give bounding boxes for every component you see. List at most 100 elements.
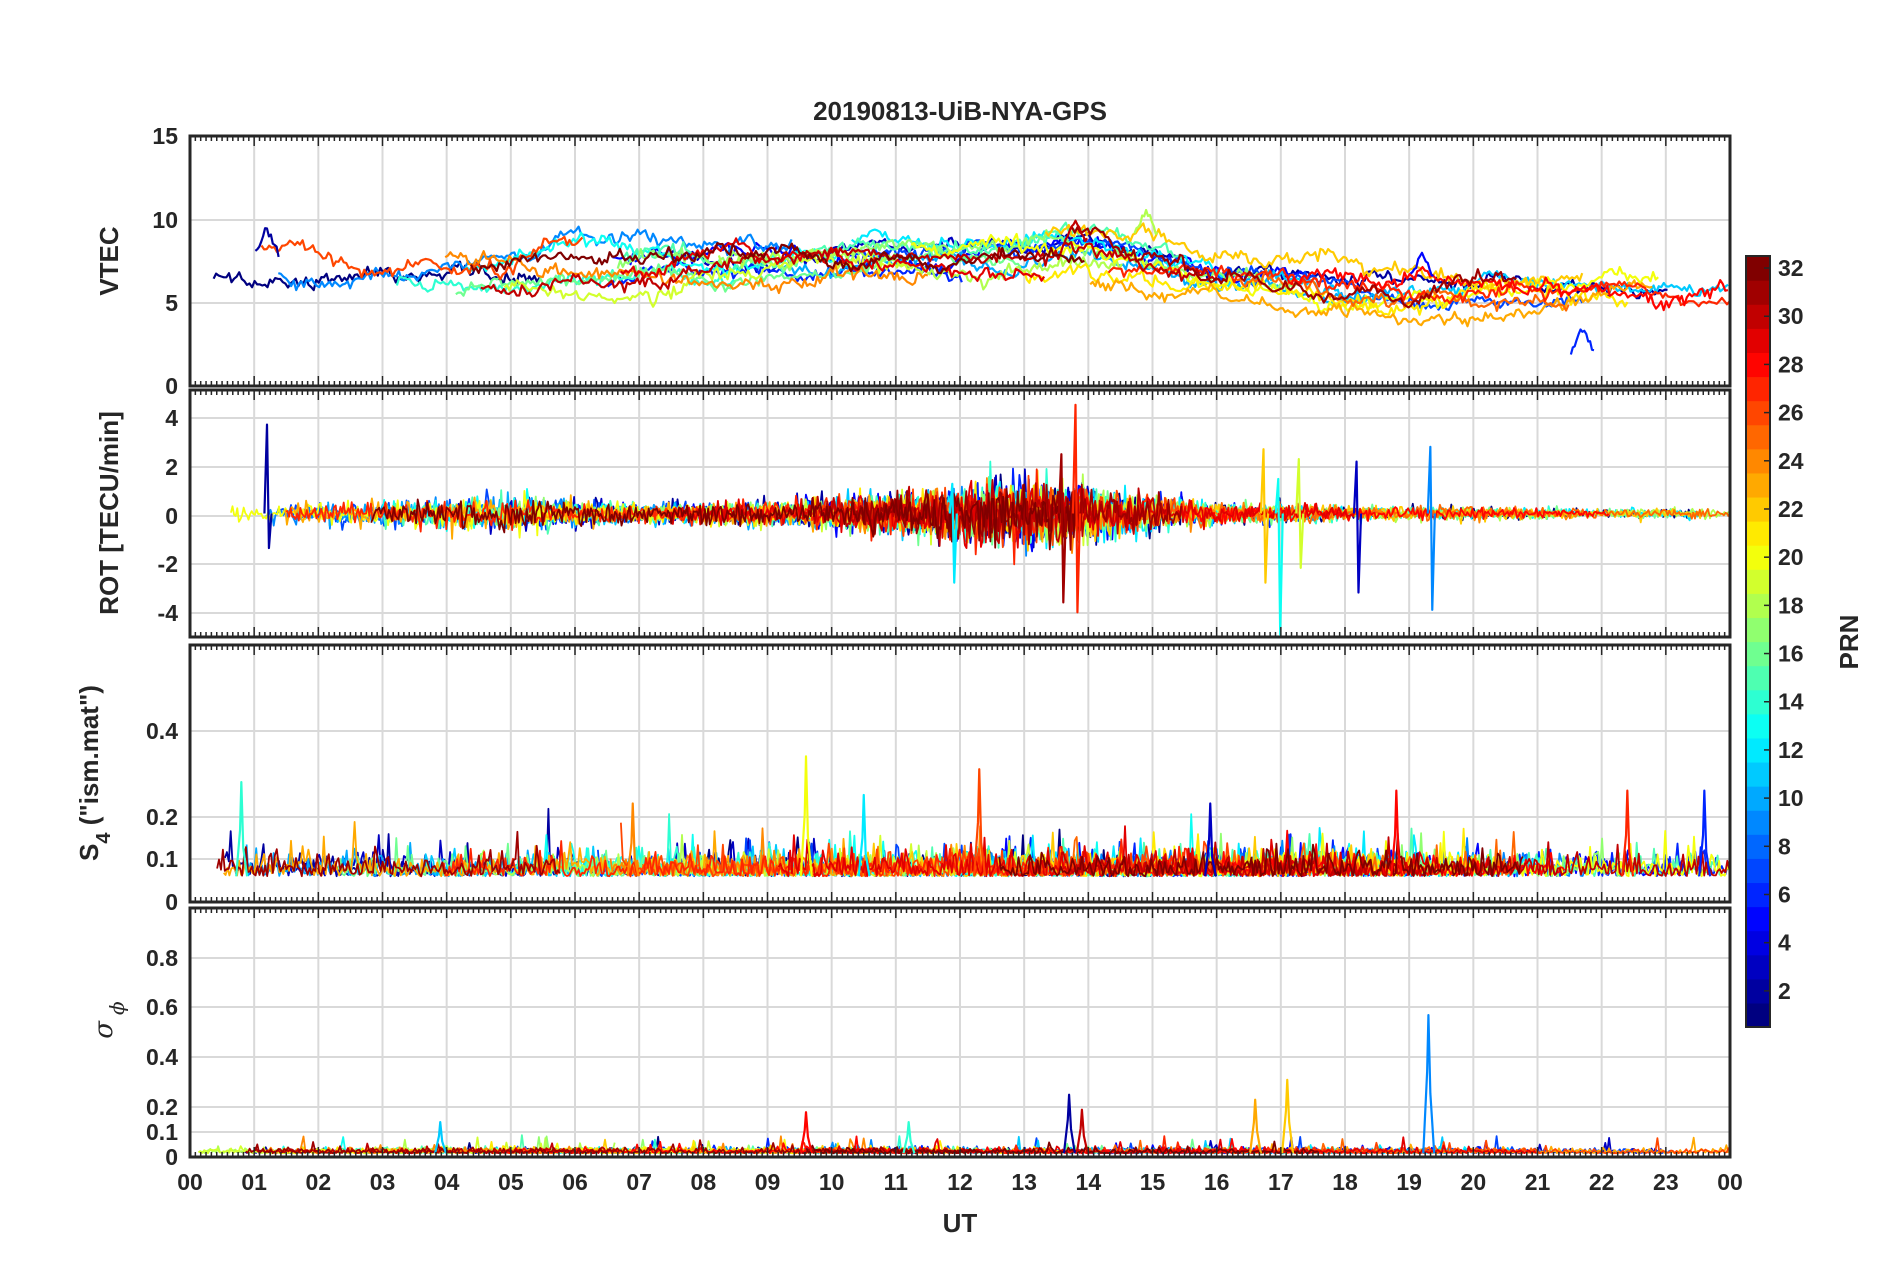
x-tick-label: 11: [884, 1169, 909, 1195]
x-tick-label: 10: [819, 1169, 845, 1195]
highlight-prn-2: [254, 227, 280, 258]
spike-prn-3: [1352, 460, 1363, 594]
y-tick-label: 0.8: [146, 945, 178, 971]
x-tick-label: 22: [1589, 1169, 1615, 1195]
spike-prn-27: [1621, 789, 1635, 877]
panel-s4: 0 0.1 0.2 0.4 S4 ("ism.mat"): [74, 643, 1732, 915]
spike-prn-19: [1295, 458, 1305, 569]
colorbar-tick-label: 18: [1778, 592, 1804, 618]
spike-prn-30: [1075, 1108, 1089, 1154]
x-tick-label: 13: [1011, 1169, 1037, 1195]
colorbar-swatch: [1746, 665, 1770, 691]
y-label-subscript: ϕ: [105, 1001, 129, 1015]
series-line-prn-16: [455, 246, 1022, 297]
y-tick-label: 2: [165, 454, 178, 480]
colorbar-swatch: [1746, 906, 1770, 932]
colorbar-swatch: [1746, 472, 1770, 498]
grid-sigphi: [190, 908, 1730, 1158]
colorbar-swatch: [1746, 328, 1770, 353]
colorbar-swatch: [1746, 713, 1770, 739]
spike-prn-27: [1071, 403, 1082, 614]
colorbar-swatch: [1746, 569, 1770, 594]
y-label-subscript: 4: [93, 832, 115, 844]
colorbar-swatch: [1746, 810, 1770, 835]
spike-prn-3: [1204, 802, 1218, 877]
minor-ticks-vtec: [189, 136, 1731, 386]
x-tick-label: 05: [498, 1169, 524, 1195]
x-tick-label: 12: [947, 1169, 973, 1195]
colorbar-tick-label: 30: [1778, 303, 1804, 329]
spike-prn-23: [1248, 1098, 1263, 1154]
y-label-part: σ: [89, 1020, 119, 1039]
series-line-prn-31: [1069, 226, 1517, 309]
x-tick-label: 14: [1076, 1169, 1102, 1195]
series-line-prn-22: [1044, 222, 1584, 295]
y-tick-label: 0.4: [146, 718, 178, 744]
y-axis-label-rot: ROT [TECU/min]: [94, 411, 124, 615]
y-tick-label: 0: [165, 889, 178, 915]
spike-prn-26: [973, 768, 987, 877]
y-axis-label-sigphi: σϕ: [89, 1001, 129, 1039]
x-tick-label: 15: [1140, 1169, 1166, 1195]
panel-rot: -4 -2 0 2 4 ROT [TECU/min]: [94, 388, 1732, 639]
series-line-prn-32: [370, 483, 1080, 551]
y-tick-label: 15: [152, 123, 178, 149]
series-line-prn-27: [442, 838, 1196, 878]
x-tick-label: 09: [755, 1169, 781, 1195]
y-label-part: S: [74, 844, 104, 861]
series-vtec: [212, 208, 1730, 355]
y-tick-label: 5: [165, 290, 178, 316]
spike-prn-2: [263, 423, 273, 550]
y-tick-label: 10: [152, 207, 178, 233]
x-tick-label: 04: [434, 1169, 460, 1195]
colorbar-swatch: [1746, 761, 1770, 787]
colorbar-swatch: [1746, 280, 1770, 305]
spike-prn-28: [1390, 789, 1404, 877]
highlight-prn-6: [1569, 328, 1595, 355]
y-tick-label: -4: [158, 600, 179, 626]
x-tick-label: 03: [370, 1169, 396, 1195]
series-line-prn-24: [444, 250, 929, 295]
x-tick-label: 06: [562, 1169, 588, 1195]
colorbar-swatch: [1746, 424, 1770, 450]
series-line-prn-32: [469, 242, 1085, 275]
series-line-prn-26: [260, 235, 584, 281]
spike-prn-22: [1259, 448, 1270, 584]
x-tick-label: 02: [306, 1169, 332, 1195]
series-rot: [230, 403, 1730, 636]
series-line-prn-31: [216, 830, 561, 878]
series-line-prn-23: [1089, 278, 1653, 328]
x-tick-label: 01: [241, 1169, 267, 1195]
colorbar-tick-label: 10: [1778, 785, 1804, 811]
colorbar-tick-label: 28: [1778, 351, 1804, 377]
colorbar-tick-label: 4: [1778, 930, 1791, 956]
panel-sigphi: 00.10.2 0.4 0.6 0.8 σϕ: [89, 906, 1732, 1170]
colorbar-swatch: [1746, 858, 1770, 884]
chart-title: 20190813-UiB-NYA-GPS: [813, 96, 1107, 126]
spike-prn-11: [434, 1121, 448, 1154]
highlight-prn-30: [1062, 219, 1088, 245]
series-line-prn-27: [1107, 264, 1730, 308]
x-tick-label: 00: [177, 1169, 203, 1195]
spike-prn-31: [1057, 453, 1067, 604]
colorbar-swatch: [1746, 954, 1770, 980]
colorbar-tick-label: 26: [1778, 400, 1804, 426]
colorbar-swatch: [1746, 376, 1770, 402]
y-tick-label: 0.4: [146, 1044, 178, 1070]
colorbar-tick-label: 24: [1778, 448, 1804, 474]
y-tick-label: 0: [165, 1144, 178, 1170]
highlight-prn-18: [1133, 208, 1159, 235]
x-tick-label: 23: [1653, 1169, 1679, 1195]
series-line-prn-28: [1179, 500, 1610, 525]
y-tick-label: 0.1: [146, 1119, 178, 1145]
spike-prn-22: [1281, 1078, 1295, 1154]
series-line-prn-32: [998, 831, 1524, 878]
spike-prn-9: [1426, 445, 1436, 611]
series-line-prn-29: [619, 237, 1046, 282]
y-tick-label: 0: [165, 503, 178, 529]
spike-prn-24: [626, 802, 640, 877]
x-tick-label: 19: [1396, 1169, 1422, 1195]
colorbar-tick-label: 12: [1778, 737, 1804, 763]
y-axis-label-vtec: VTEC: [94, 226, 124, 296]
